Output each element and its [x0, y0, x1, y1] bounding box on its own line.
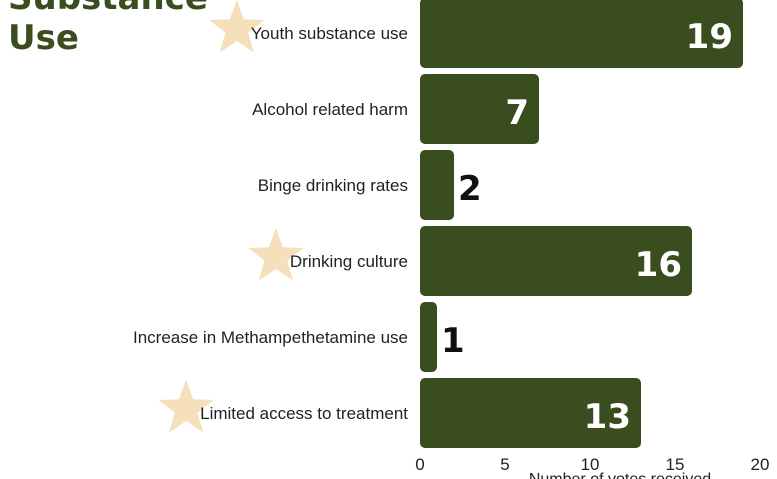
category-label: Limited access to treatment: [200, 404, 408, 423]
heading-line-1: Substance: [8, 0, 208, 18]
category-label: Alcohol related harm: [252, 100, 408, 119]
bar: [420, 302, 437, 372]
star-icon: [248, 228, 304, 281]
heading-line-2: Use: [8, 18, 79, 58]
star-icon: [209, 0, 265, 53]
bar: [420, 150, 454, 220]
data-label: 16: [635, 245, 682, 285]
bar: [420, 226, 692, 296]
x-tick-label: 15: [666, 455, 685, 474]
bar: [420, 0, 743, 68]
data-label: 13: [584, 397, 631, 437]
x-axis-title: Number of votes received: [529, 471, 711, 479]
data-label: 1: [441, 321, 465, 361]
category-label: Increase in Methampethetamine use: [133, 328, 408, 347]
star-icon: [158, 380, 214, 433]
data-label: 2: [458, 169, 482, 209]
x-tick-label: 10: [581, 455, 600, 474]
bar: [420, 378, 641, 448]
category-label: Drinking culture: [290, 252, 408, 271]
chart-heading: Substance Use: [8, 0, 208, 58]
data-label: 19: [686, 17, 733, 57]
x-tick-label: 5: [500, 455, 509, 474]
x-tick-label: 0: [415, 455, 424, 474]
data-label: 7: [505, 93, 529, 133]
bar: [420, 74, 539, 144]
x-tick-label: 20: [751, 455, 770, 474]
category-label: Youth substance use: [251, 24, 408, 43]
category-label: Binge drinking rates: [258, 176, 408, 195]
